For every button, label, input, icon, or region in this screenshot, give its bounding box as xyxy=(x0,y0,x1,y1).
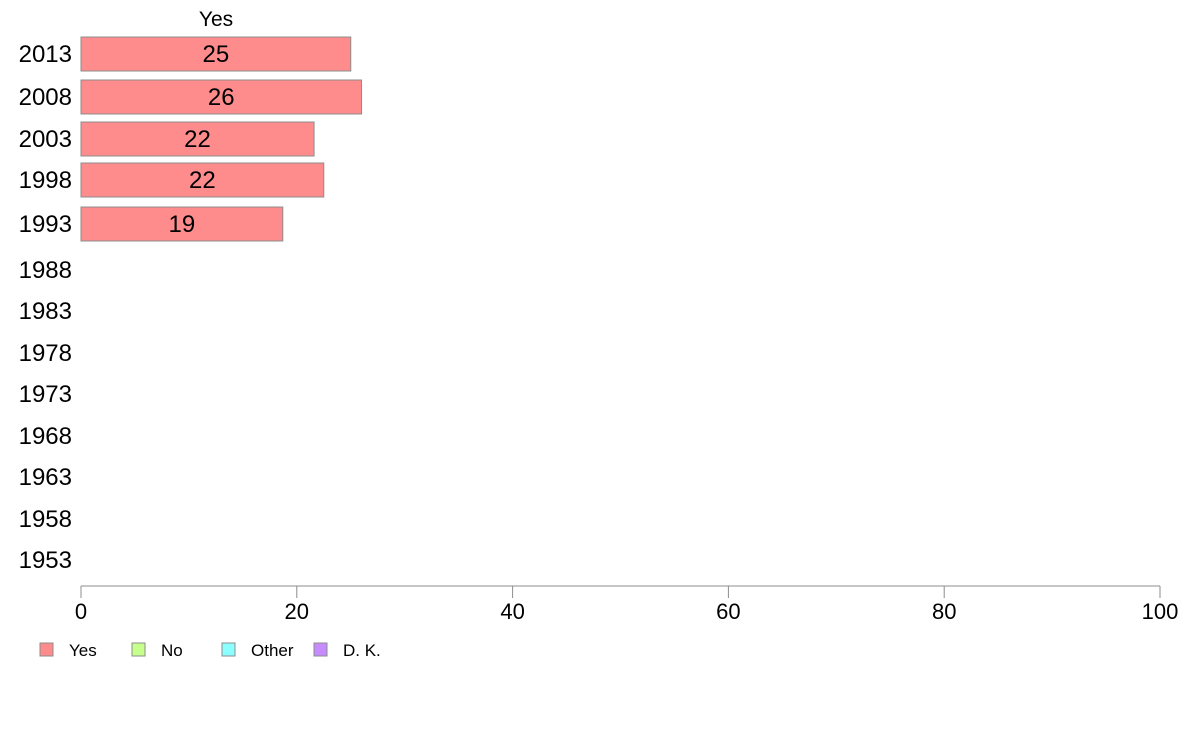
data-label: 25 xyxy=(203,41,230,68)
x-tick-label: 100 xyxy=(1142,599,1179,624)
data-label: 22 xyxy=(189,167,216,194)
bar-yes xyxy=(80,79,363,115)
column-header: Yes xyxy=(199,8,233,31)
y-tick-label: 2013 xyxy=(19,41,72,68)
bars-group: 25 26 22 22 19 xyxy=(80,36,363,242)
y-axis-labels: 2013 2008 2003 1998 1993 1988 1983 1978 1973 1968… xyxy=(19,41,72,574)
y-tick-label: 2003 xyxy=(19,126,72,153)
x-tick-label: 20 xyxy=(285,599,309,624)
bar-yes xyxy=(80,162,325,198)
legend-label: No xyxy=(161,641,183,660)
bar-yes xyxy=(80,121,315,157)
y-tick-label: 1953 xyxy=(19,547,72,574)
x-tick-label: 40 xyxy=(500,599,524,624)
legend-label: Yes xyxy=(69,641,97,660)
y-tick-label: 1958 xyxy=(19,506,72,533)
x-tick-label: 0 xyxy=(75,599,87,624)
y-tick-label: 1978 xyxy=(19,340,72,367)
y-tick-label: 1988 xyxy=(19,257,72,284)
y-tick-label: 1993 xyxy=(19,211,72,238)
legend-swatch xyxy=(39,642,54,657)
legend-swatch xyxy=(313,642,328,657)
bar-yes xyxy=(80,36,352,72)
y-tick-label: 1963 xyxy=(19,464,72,491)
data-label: 26 xyxy=(208,84,235,111)
legend-swatch xyxy=(221,642,236,657)
bar-yes xyxy=(80,206,284,242)
x-tick-label: 60 xyxy=(716,599,740,624)
y-tick-label: 1973 xyxy=(19,381,72,408)
data-label: 19 xyxy=(169,211,196,238)
legend-label: D. K. xyxy=(343,641,381,660)
legend: Yes No Other D. K. xyxy=(39,641,381,660)
y-tick-label: 1968 xyxy=(19,423,72,450)
x-axis: 0 20 40 60 80 100 xyxy=(75,585,1179,624)
y-tick-label: 2008 xyxy=(19,84,72,111)
y-tick-label: 1983 xyxy=(19,298,72,325)
legend-label: Other xyxy=(251,641,294,660)
data-label: 22 xyxy=(184,126,211,153)
legend-swatch xyxy=(131,642,146,657)
y-tick-label: 1998 xyxy=(19,167,72,194)
x-tick-label: 80 xyxy=(932,599,956,624)
